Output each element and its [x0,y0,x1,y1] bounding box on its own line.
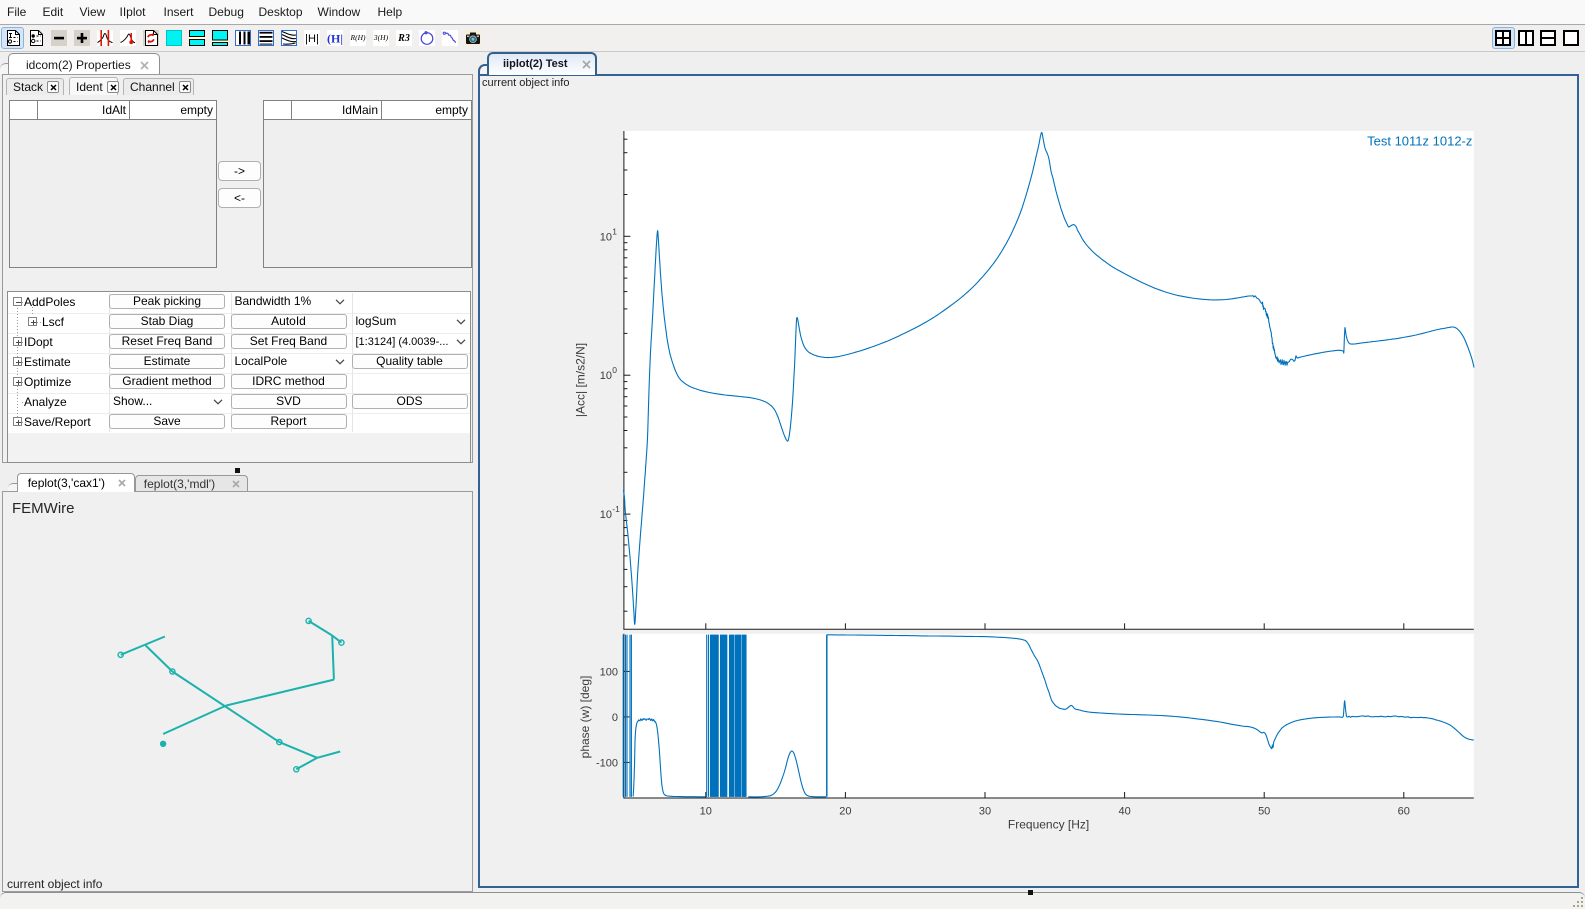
svg-text:10: 10 [600,370,612,382]
svg-text:phase (w) [deg]: phase (w) [deg] [578,676,592,759]
svg-text:100: 100 [600,666,618,678]
svg-text:10: 10 [700,806,712,818]
svg-text:R(H): R(H) [350,33,366,42]
svg-text:|H|: |H| [305,33,319,45]
svg-text:|Acc| [m/s2/N]: |Acc| [m/s2/N] [574,343,588,417]
svg-text:3(H): 3(H) [373,33,389,42]
svg-text:-100: -100 [596,757,618,769]
svg-text:30: 30 [979,806,991,818]
svg-text:Test 1011z 1012-z: Test 1011z 1012-z [1367,134,1472,149]
svg-text:20: 20 [839,806,851,818]
svg-text:0: 0 [612,712,618,724]
svg-text:10: 10 [600,231,612,243]
svg-text:(H|: (H| [327,32,343,46]
svg-text:1: 1 [612,226,617,236]
svg-text:R3: R3 [397,33,410,44]
svg-text:0: 0 [612,365,617,375]
svg-text:-1: -1 [612,504,620,514]
svg-text:40: 40 [1118,806,1130,818]
svg-text:50: 50 [1258,806,1270,818]
svg-text:Frequency [Hz]: Frequency [Hz] [1008,818,1089,832]
svg-text:10: 10 [600,509,612,521]
svg-text:60: 60 [1398,806,1410,818]
